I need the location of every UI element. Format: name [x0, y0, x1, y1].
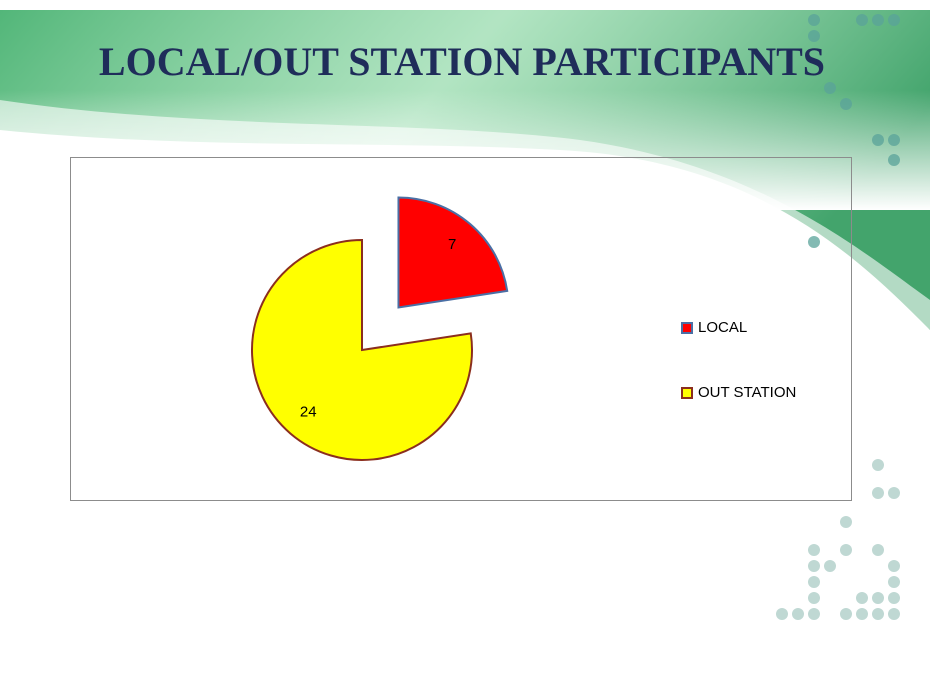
pie-slice — [251, 238, 473, 461]
legend-swatch — [681, 387, 693, 399]
chart-frame — [70, 157, 852, 501]
fade — [0, 90, 930, 210]
legend-label: OUT STATION — [698, 384, 796, 401]
data-label: 7 — [448, 236, 456, 253]
legend-label: LOCAL — [698, 319, 747, 336]
dots — [808, 14, 900, 248]
legend-swatch — [681, 322, 693, 334]
chart-title: LOCAL/OUT STATION PARTICIPANTS — [99, 39, 825, 84]
dots-lower — [776, 459, 900, 620]
data-label: 24 — [300, 404, 317, 421]
pie-slice — [397, 196, 509, 309]
